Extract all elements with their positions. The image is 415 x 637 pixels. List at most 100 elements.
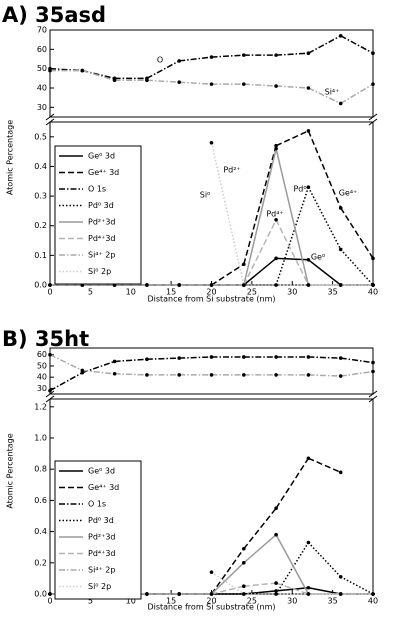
data-point [177,373,181,377]
legend-label: Si⁴⁺ 2p [88,251,115,260]
series-segment [179,56,212,62]
y-tick-label: 0.0 [34,590,47,599]
series-segment [49,372,83,392]
series-segment [307,542,342,578]
legend-label: O 1s [88,500,106,509]
legend-label: O 1s [88,185,106,194]
series-segment [276,85,309,89]
data-point [274,592,278,596]
series-segment [243,582,277,587]
y-tick-label: 30 [37,384,47,393]
data-point [338,101,343,106]
data-point [306,456,311,461]
y-tick-label: 0.0 [34,281,47,290]
data-point [274,373,278,377]
data-point [209,55,214,59]
legend-label: Si⁰ 2p [88,582,111,591]
series-segment [307,130,342,209]
legend-label: Ge⁴⁺ 3d [88,168,119,177]
annotation: Ge⁴⁺ [339,189,358,198]
series-segment [340,207,374,259]
y-tick-label: 0.1 [34,251,47,260]
series-segment [340,370,374,377]
y-tick-label: 0.8 [34,465,47,474]
series-segment [179,81,212,85]
series-segment [146,357,180,360]
data-point [338,206,343,210]
series-segment [211,571,245,595]
series-segment [275,148,310,286]
x-tick-label: 40 [368,597,378,606]
series-segment [308,35,342,54]
data-point [338,34,343,38]
x-tick-label: 35 [328,597,338,606]
data-point [48,592,52,596]
series-segment [275,130,309,147]
axis-break [45,395,55,403]
x-tick-label: 15 [166,288,176,297]
legend-label: Si⁴⁺ 2p [88,566,115,575]
data-point [371,256,375,261]
series-segment [210,548,245,595]
x-tick-label: 30 [287,288,297,297]
data-point [306,185,311,189]
data-point [112,372,117,376]
axis-break [368,390,378,398]
data-point [338,374,343,378]
series-segment [307,259,342,286]
legend-label: Pd²⁺3d [88,218,116,227]
data-point [306,540,311,545]
legend-label: Pd⁴⁺3d [88,234,116,243]
legend-label: Ge⁴⁺ 3d [88,483,119,492]
series-segment [114,373,147,376]
data-point [177,283,181,287]
series-segment [243,83,277,87]
data-point [306,585,311,590]
data-point [274,506,278,511]
data-point [242,355,246,359]
series-segment [210,142,245,286]
series-segment [243,507,277,550]
y-tick-label: 1.0 [34,434,47,443]
y-tick-label: 0.2 [34,221,47,230]
x-tick-label: 15 [166,597,176,606]
series-segment [82,369,115,375]
data-point [145,592,149,596]
data-point [274,218,278,222]
x-axis-label: Distance from Si substrate (nm) [147,295,275,304]
data-point [338,247,343,252]
legend [54,460,142,600]
data-point [209,140,214,145]
y-tick-label: 0.6 [34,496,47,505]
series-segment [210,562,245,595]
data-point [177,80,181,84]
data-point [242,82,246,86]
annotation: Pd⁰ [293,185,306,194]
y-tick-label: 50 [37,64,47,73]
data-point [306,373,311,377]
series-segment [308,587,341,595]
panel-title: B) 35ht [2,327,89,351]
series-segment [340,83,374,105]
data-point [338,283,343,287]
axis-break [45,118,55,126]
data-point [209,82,214,86]
series-segment [308,374,341,377]
series-segment [243,219,277,286]
series-segment [275,534,310,595]
upper-axes [49,347,374,395]
series-segment [276,257,309,261]
annotation: Pd²⁺ [223,166,240,175]
data-point [274,589,278,593]
data-point [177,592,181,596]
data-point [242,561,246,565]
series-segment [340,35,374,54]
series-segment [340,248,374,286]
data-point [177,356,181,360]
x-tick-label: 25 [247,597,257,606]
data-point [306,355,311,359]
data-point [371,283,375,287]
series-segment [211,54,244,58]
legend-label: Ge⁰ 3d [88,467,115,476]
